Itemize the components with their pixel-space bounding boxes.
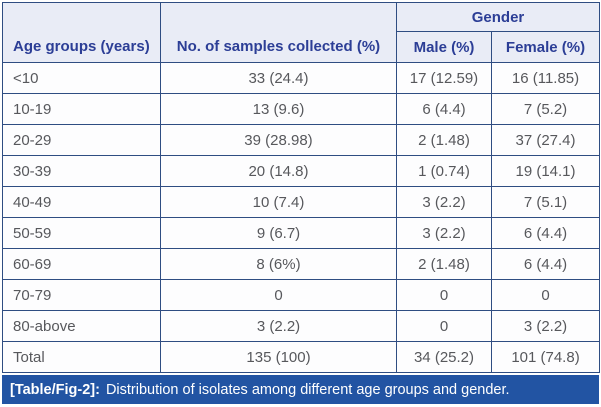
age-cell: 20-29 — [2, 124, 161, 156]
female-cell: 7 (5.1) — [490, 186, 601, 218]
table-row: 20-29 39 (28.98) 2 (1.48) 37 (27.4) — [2, 124, 601, 156]
header-row-group: Age groups (years) No. of samples collec… — [2, 2, 601, 63]
age-gender-table: Age groups (years) No. of samples collec… — [2, 2, 601, 373]
female-cell: 6 (4.4) — [490, 248, 601, 280]
male-cell: 2 (1.48) — [396, 248, 492, 280]
male-cell: 6 (4.4) — [396, 93, 492, 125]
age-cell: <10 — [2, 62, 161, 94]
header-male: Male (%) — [396, 31, 492, 63]
table-row: <10 33 (24.4) 17 (12.59) 16 (11.85) — [2, 62, 601, 94]
female-cell: 3 (2.2) — [490, 310, 601, 342]
caption-text: Distribution of isolates among different… — [105, 381, 510, 398]
male-cell: 17 (12.59) — [396, 62, 492, 94]
header-age-groups: Age groups (years) — [2, 2, 161, 63]
age-cell: 50-59 — [2, 217, 161, 249]
age-cell: 70-79 — [2, 279, 161, 311]
male-cell: 34 (25.2) — [396, 341, 492, 373]
samples-cell: 10 (7.4) — [160, 186, 397, 218]
age-cell: 80-above — [2, 310, 161, 342]
table-row: 30-39 20 (14.8) 1 (0.74) 19 (14.1) — [2, 155, 601, 187]
figure-caption: [Table/Fig-2]: Distribution of isolates … — [2, 375, 599, 404]
table-row-total: Total 135 (100) 34 (25.2) 101 (74.8) — [2, 341, 601, 373]
female-cell: 7 (5.2) — [490, 93, 601, 125]
age-cell: 30-39 — [2, 155, 161, 187]
age-cell: Total — [2, 341, 161, 373]
samples-cell: 3 (2.2) — [160, 310, 397, 342]
table-row: 70-79 0 0 0 — [2, 279, 601, 311]
header-samples-collected: No. of samples collected (%) — [160, 2, 397, 63]
table-header: Age groups (years) No. of samples collec… — [2, 2, 601, 63]
female-cell: 37 (27.4) — [490, 124, 601, 156]
samples-cell: 33 (24.4) — [160, 62, 397, 94]
female-cell: 101 (74.8) — [490, 341, 601, 373]
table-row: 10-19 13 (9.6) 6 (4.4) 7 (5.2) — [2, 93, 601, 125]
age-cell: 40-49 — [2, 186, 161, 218]
samples-cell: 39 (28.98) — [160, 124, 397, 156]
caption-label: [Table/Fig-2]: — [10, 381, 100, 398]
female-cell: 0 — [490, 279, 601, 311]
male-cell: 1 (0.74) — [396, 155, 492, 187]
header-row-sub: Male (%) Female (%) — [3, 31, 601, 63]
male-cell: 0 — [396, 279, 492, 311]
samples-cell: 0 — [160, 279, 397, 311]
samples-cell: 8 (6%) — [160, 248, 397, 280]
samples-cell: 20 (14.8) — [160, 155, 397, 187]
female-cell: 16 (11.85) — [490, 62, 601, 94]
age-cell: 10-19 — [2, 93, 161, 125]
samples-cell: 9 (6.7) — [160, 217, 397, 249]
female-cell: 19 (14.1) — [490, 155, 601, 187]
table-row: 50-59 9 (6.7) 3 (2.2) 6 (4.4) — [2, 217, 601, 249]
table-row: 40-49 10 (7.4) 3 (2.2) 7 (5.1) — [2, 186, 601, 218]
table-row: 60-69 8 (6%) 2 (1.48) 6 (4.4) — [2, 248, 601, 280]
samples-cell: 13 (9.6) — [160, 93, 397, 125]
male-cell: 3 (2.2) — [396, 186, 492, 218]
age-cell: 60-69 — [2, 248, 161, 280]
male-cell: 2 (1.48) — [396, 124, 492, 156]
table-body: <10 33 (24.4) 17 (12.59) 16 (11.85) 10-1… — [2, 62, 601, 373]
header-female: Female (%) — [490, 31, 601, 63]
samples-cell: 135 (100) — [160, 341, 397, 373]
female-cell: 6 (4.4) — [490, 217, 601, 249]
male-cell: 3 (2.2) — [396, 217, 492, 249]
header-gender-group: Gender — [395, 2, 601, 32]
male-cell: 0 — [396, 310, 492, 342]
table-row: 80-above 3 (2.2) 0 3 (2.2) — [2, 310, 601, 342]
